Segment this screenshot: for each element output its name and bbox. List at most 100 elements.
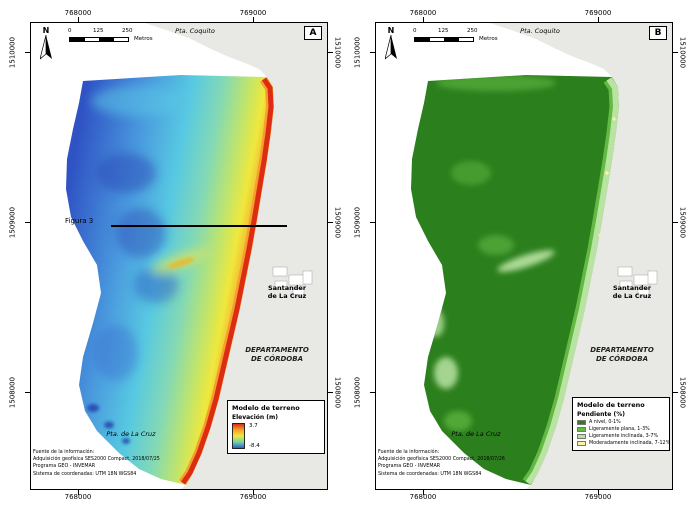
axis-tick [423, 490, 424, 495]
legend-slope: Modelo de terreno Pendiente (%) A nivel,… [572, 397, 670, 451]
north-arrow-icon [39, 34, 52, 60]
scale-bar-unit: Metros [134, 36, 153, 42]
land-polygon [490, 23, 672, 489]
scale-bar-numbers: 0 125 250 [68, 28, 179, 35]
axis-label-y: 1510000 [353, 36, 362, 69]
land-polygon [145, 23, 327, 489]
shoreline-high-band [180, 77, 274, 485]
legend-class-label: Ligeramente inclinada, 3-7% [589, 434, 659, 439]
legend-swatch [577, 427, 586, 432]
panel-elevation: 768000 769000 768000 769000 1510000 1509… [1, 0, 347, 515]
legend-min-value: -8.4 [249, 443, 260, 449]
panel-letter-badge: B [649, 26, 667, 40]
north-arrow-icon [384, 34, 397, 60]
axis-label-x: 768000 [64, 493, 92, 501]
scale-bar-segments [69, 36, 129, 42]
axis-tick [25, 222, 30, 223]
axis-tick [253, 490, 254, 495]
axis-label-y: 1509000 [333, 206, 342, 239]
village-blocks [272, 266, 313, 297]
scale-bar-numbers: 0 125 250 [413, 28, 524, 35]
axis-label-x: 769000 [239, 493, 267, 501]
shoreline-slope-band [525, 77, 619, 485]
transect-line [111, 225, 287, 227]
legend-swatch [577, 441, 586, 446]
axis-tick [598, 17, 599, 22]
legend-subtitle: Pendiente (%) [577, 411, 625, 418]
axis-tick [25, 52, 30, 53]
label-pta-coquito: Pta. Coquito [520, 27, 560, 35]
scale-bar-segments [414, 36, 474, 42]
scale-bar-unit: Metros [479, 36, 498, 42]
legend-class-label: A nivel, 0-1% [589, 420, 621, 425]
scale-tick-label: 125 [438, 28, 449, 34]
axis-label-y: 1509000 [678, 206, 687, 239]
axis-tick [673, 222, 678, 223]
slope-map [376, 23, 672, 489]
axis-tick [25, 392, 30, 393]
scale-tick-label: 250 [467, 28, 478, 34]
panel-letter-badge: A [304, 26, 322, 40]
axis-tick [78, 490, 79, 495]
label-departamento: DEPARTAMENTO DE CÓRDOBA [245, 346, 309, 364]
legend-class-label: Ligeramente plana, 1-3% [589, 427, 650, 432]
axis-label-y: 1508000 [353, 376, 362, 409]
legend-class-label: Moderadamente inclinada, 7-12% [589, 441, 671, 446]
axis-tick [328, 52, 333, 53]
axis-tick [328, 222, 333, 223]
axis-label-x: 769000 [584, 9, 612, 17]
legend-swatch [577, 434, 586, 439]
map-frame: N 0 125 250 Metros A Pta. Coquito [25, 17, 333, 495]
axis-tick [423, 17, 424, 22]
legend-swatch [577, 420, 586, 425]
bathymetry-detail [87, 76, 274, 485]
axis-label-y: 1510000 [678, 36, 687, 69]
label-santander: Santander de La Cruz [612, 284, 652, 301]
north-label: N [387, 26, 395, 35]
axis-label-x: 768000 [409, 9, 437, 17]
legend-title: Modelo de terreno [232, 404, 300, 412]
axis-label-x: 768000 [409, 493, 437, 501]
axis-label-x: 769000 [239, 9, 267, 17]
axis-label-y: 1509000 [353, 206, 362, 239]
scale-tick-label: 0 [68, 28, 72, 34]
north-label: N [42, 26, 50, 35]
axis-tick [78, 17, 79, 22]
color-ramp [232, 423, 245, 449]
label-departamento: DEPARTAMENTO DE CÓRDOBA [590, 346, 654, 364]
axis-label-y: 1508000 [8, 376, 17, 409]
axis-label-x: 769000 [584, 493, 612, 501]
legend-class-row: A nivel, 0-1% [577, 420, 665, 425]
legend-elevation: Modelo de terreno Elevación (m) [227, 400, 325, 454]
slope-detail [428, 75, 619, 485]
axis-label-y: 1510000 [333, 36, 342, 69]
axis-tick [370, 222, 375, 223]
scale-bar: 0 125 250 Metros [68, 28, 179, 42]
legend-class-row: Ligeramente plana, 1-3% [577, 427, 665, 432]
axis-tick [328, 392, 333, 393]
axis-tick [673, 392, 678, 393]
label-figura-3: Figura 3 [65, 217, 94, 225]
scale-tick-label: 0 [413, 28, 417, 34]
axis-label-y: 1508000 [333, 376, 342, 409]
legend-class-row: Moderadamente inclinada, 7-12% [577, 441, 670, 446]
map-frame: N 0 125 250 Metros B Pta. Coquito [370, 17, 678, 495]
panel-slope: 768000 769000 768000 769000 1510000 1509… [346, 0, 692, 515]
scale-tick-label: 250 [122, 28, 133, 34]
north-arrow: N [37, 26, 55, 65]
label-pta-de-la-cruz: Pta. de La Cruz [451, 430, 501, 438]
village-blocks [617, 266, 658, 297]
axis-tick [370, 392, 375, 393]
scale-tick-label: 125 [93, 28, 104, 34]
axis-label-y: 1509000 [8, 206, 17, 239]
axis-tick [598, 490, 599, 495]
source-note: Fuente de la información: Adquisición ge… [378, 450, 505, 477]
label-pta-coquito: Pta. Coquito [175, 27, 215, 35]
north-arrow: N [382, 26, 400, 65]
axis-label-y: 1510000 [8, 36, 17, 69]
axis-tick [253, 17, 254, 22]
axis-label-x: 768000 [64, 9, 92, 17]
scale-bar: 0 125 250 Metros [413, 28, 524, 42]
label-santander: Santander de La Cruz [267, 284, 307, 301]
